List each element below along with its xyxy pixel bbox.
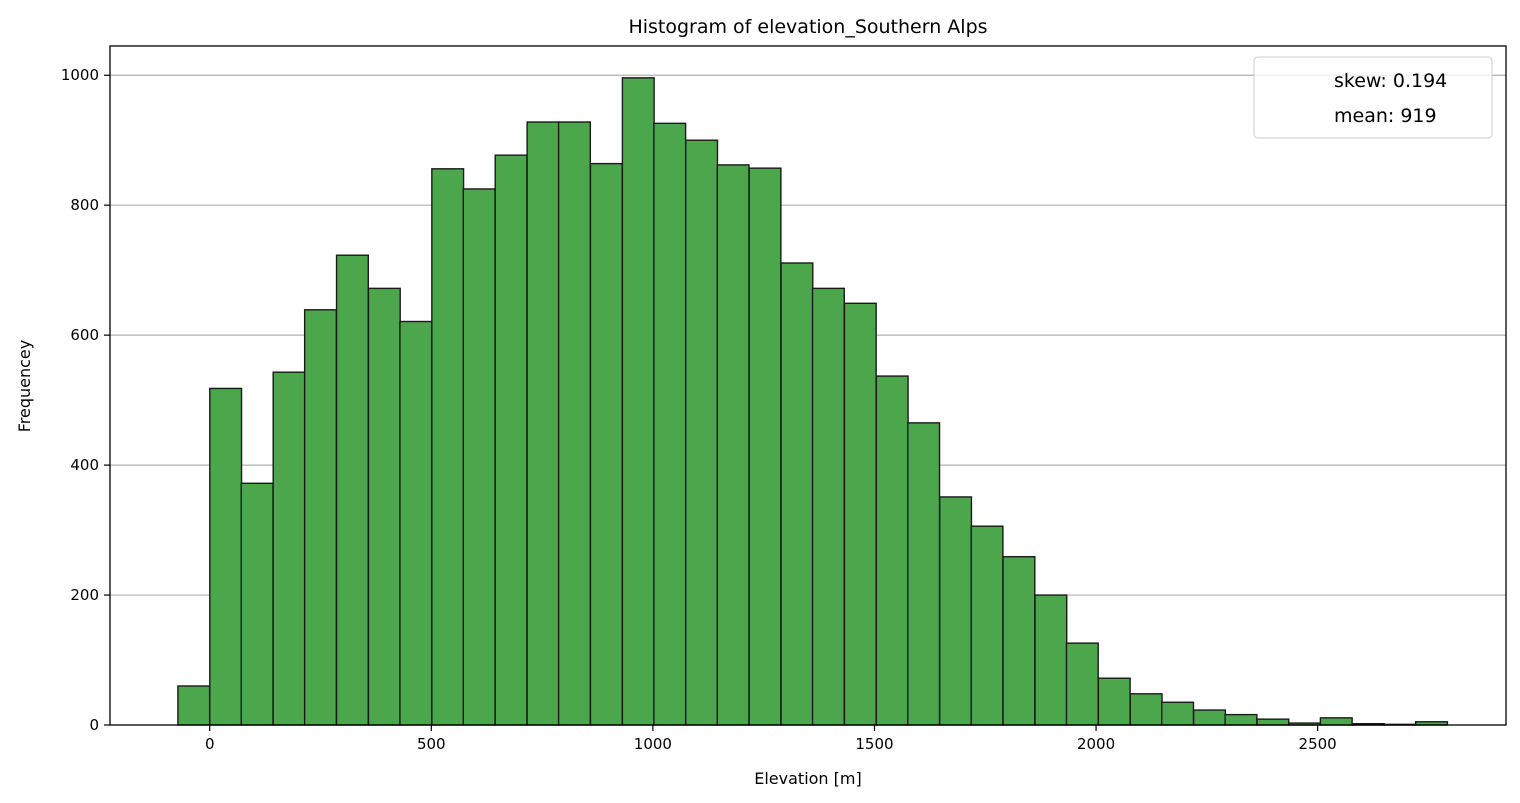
histogram-bar xyxy=(526,121,560,726)
histogram-bar xyxy=(1065,642,1099,726)
y-tick-label: 800 xyxy=(70,196,99,214)
histogram-bar xyxy=(907,422,941,726)
histogram-bar xyxy=(209,387,243,726)
histogram-bar xyxy=(494,154,528,726)
histogram-bar xyxy=(557,121,592,726)
histogram-bar xyxy=(716,164,750,726)
histogram-bar xyxy=(939,496,973,726)
histogram-bar xyxy=(462,188,496,726)
histogram-bar xyxy=(843,302,877,726)
y-tick-label: 200 xyxy=(70,586,99,604)
histogram-bar xyxy=(177,685,211,726)
histogram-bar xyxy=(367,287,401,726)
histogram-bar xyxy=(1319,717,1353,726)
histogram-bar xyxy=(1129,693,1163,726)
y-axis-ticks: 0 200 400 600 800 1000 xyxy=(61,66,110,734)
histogram-bar xyxy=(399,320,433,726)
legend-box xyxy=(1253,56,1493,139)
histogram-bar xyxy=(335,254,369,726)
histogram-bar xyxy=(589,162,623,726)
legend: skew: 0.194 mean: 919 xyxy=(1253,56,1493,139)
y-tick-label: 0 xyxy=(89,716,99,734)
histogram-bar xyxy=(811,287,845,726)
x-axis-ticks: 0 500 1000 1500 2000 2500 xyxy=(205,725,1337,753)
x-tick-label: 500 xyxy=(417,735,446,753)
histogram-bar xyxy=(240,482,274,726)
x-tick-label: 1500 xyxy=(855,735,893,753)
histogram-bar xyxy=(970,525,1004,726)
histogram-bar xyxy=(1256,718,1290,726)
histogram-bar xyxy=(1161,701,1195,726)
histogram-bar xyxy=(780,262,814,726)
histogram-bar xyxy=(1192,709,1227,726)
plot-frame xyxy=(109,45,1507,726)
histogram-bar xyxy=(685,139,719,726)
x-tick-label: 0 xyxy=(205,735,215,753)
y-tick-label: 400 xyxy=(70,456,99,474)
x-tick-label: 2000 xyxy=(1077,735,1115,753)
legend-mean: mean: 919 xyxy=(1334,105,1437,127)
histogram-bar xyxy=(431,168,465,726)
histogram-bar xyxy=(1034,594,1068,726)
histogram-bar xyxy=(1002,556,1036,726)
histogram-bar xyxy=(875,375,909,726)
x-tick-label: 1000 xyxy=(634,735,672,753)
y-tick-label: 1000 xyxy=(61,66,99,84)
histogram-bars xyxy=(177,77,1449,726)
x-tick-label: 2500 xyxy=(1299,735,1337,753)
histogram-bar xyxy=(1224,713,1258,726)
histogram-bar xyxy=(303,309,338,726)
y-tick-label: 600 xyxy=(70,326,99,344)
histogram-bar xyxy=(653,122,687,726)
x-axis-label: Elevation [m] xyxy=(754,769,861,788)
chart-title: Histogram of elevation_Southern Alps xyxy=(628,16,987,38)
legend-skew: skew: 0.194 xyxy=(1334,70,1447,92)
histogram-bar xyxy=(621,77,655,726)
y-axis-label: Frequencey xyxy=(15,340,34,433)
histogram-bar xyxy=(272,371,306,726)
histogram-bar xyxy=(748,167,782,726)
histogram-bar xyxy=(1097,677,1131,726)
